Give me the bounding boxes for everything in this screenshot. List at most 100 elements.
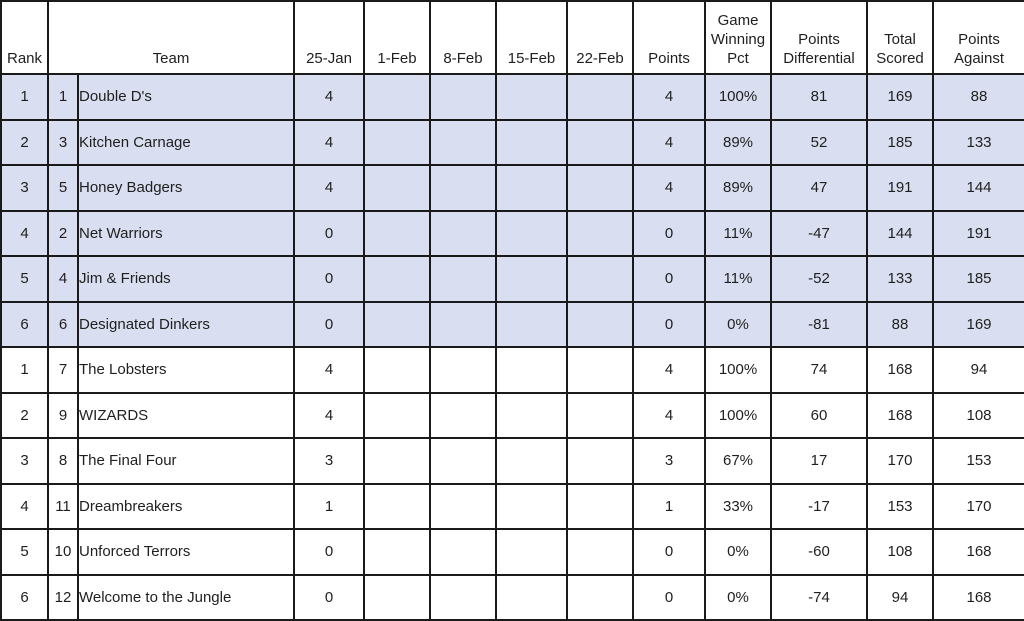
game-winning-pct-cell[interactable]: 0%	[704, 528, 772, 576]
game-winning-pct-cell[interactable]: 100%	[704, 73, 772, 121]
week-4-cell[interactable]	[495, 73, 568, 121]
team-cell[interactable]: Designated Dinkers	[77, 300, 295, 348]
team-cell[interactable]: Jim & Friends	[77, 255, 295, 303]
week-3-cell[interactable]	[429, 391, 497, 439]
week-5-cell[interactable]	[566, 573, 634, 621]
points-cell[interactable]: 1	[632, 482, 706, 530]
team-cell[interactable]: The Final Four	[77, 437, 295, 485]
points-differential-cell[interactable]: 74	[770, 346, 868, 394]
week-5-cell[interactable]	[566, 164, 634, 212]
total-scored-cell[interactable]: 169	[866, 73, 934, 121]
week-1-cell[interactable]: 0	[293, 528, 365, 576]
week-4-cell[interactable]	[495, 164, 568, 212]
week-2-cell[interactable]	[363, 346, 431, 394]
points-against-cell[interactable]: 185	[932, 255, 1024, 303]
points-differential-cell[interactable]: 52	[770, 118, 868, 166]
week-4-cell[interactable]	[495, 437, 568, 485]
points-cell[interactable]: 3	[632, 437, 706, 485]
points-differential-cell[interactable]: -17	[770, 482, 868, 530]
week-1-cell[interactable]: 0	[293, 300, 365, 348]
points-differential-cell[interactable]: 60	[770, 391, 868, 439]
week-3-cell[interactable]	[429, 437, 497, 485]
game-winning-pct-cell[interactable]: 11%	[704, 255, 772, 303]
points-differential-cell[interactable]: -74	[770, 573, 868, 621]
points-cell[interactable]: 0	[632, 209, 706, 257]
week-3-cell[interactable]	[429, 528, 497, 576]
points-cell[interactable]: 4	[632, 164, 706, 212]
week-1-cell[interactable]: 4	[293, 118, 365, 166]
rank-cell[interactable]: 5	[0, 255, 49, 303]
rank-cell[interactable]: 5	[0, 528, 49, 576]
game-winning-pct-cell[interactable]: 67%	[704, 437, 772, 485]
week-3-cell[interactable]	[429, 164, 497, 212]
points-cell[interactable]: 4	[632, 73, 706, 121]
week-2-cell[interactable]	[363, 164, 431, 212]
points-differential-cell[interactable]: 17	[770, 437, 868, 485]
rank-cell[interactable]: 6	[0, 300, 49, 348]
week-2-cell[interactable]	[363, 300, 431, 348]
team-cell[interactable]: Kitchen Carnage	[77, 118, 295, 166]
week-4-cell[interactable]	[495, 346, 568, 394]
week-5-cell[interactable]	[566, 255, 634, 303]
seed-cell[interactable]: 8	[47, 437, 79, 485]
week-5-cell[interactable]	[566, 118, 634, 166]
total-scored-cell[interactable]: 94	[866, 573, 934, 621]
points-against-cell[interactable]: 133	[932, 118, 1024, 166]
seed-cell[interactable]: 1	[47, 73, 79, 121]
week-4-cell[interactable]	[495, 209, 568, 257]
team-cell[interactable]: Dreambreakers	[77, 482, 295, 530]
team-cell[interactable]: The Lobsters	[77, 346, 295, 394]
week-2-cell[interactable]	[363, 118, 431, 166]
total-scored-cell[interactable]: 88	[866, 300, 934, 348]
week-2-cell[interactable]	[363, 391, 431, 439]
week-2-cell[interactable]	[363, 482, 431, 530]
total-scored-cell[interactable]: 108	[866, 528, 934, 576]
seed-cell[interactable]: 7	[47, 346, 79, 394]
seed-cell[interactable]: 2	[47, 209, 79, 257]
game-winning-pct-cell[interactable]: 33%	[704, 482, 772, 530]
col-header-week-4[interactable]: 15-Feb	[495, 0, 568, 75]
week-1-cell[interactable]: 3	[293, 437, 365, 485]
week-1-cell[interactable]: 4	[293, 346, 365, 394]
seed-cell[interactable]: 6	[47, 300, 79, 348]
seed-cell[interactable]: 11	[47, 482, 79, 530]
total-scored-cell[interactable]: 133	[866, 255, 934, 303]
seed-cell[interactable]: 4	[47, 255, 79, 303]
points-differential-cell[interactable]: -60	[770, 528, 868, 576]
week-4-cell[interactable]	[495, 482, 568, 530]
week-4-cell[interactable]	[495, 528, 568, 576]
team-cell[interactable]: Unforced Terrors	[77, 528, 295, 576]
week-2-cell[interactable]	[363, 437, 431, 485]
week-5-cell[interactable]	[566, 437, 634, 485]
col-header-points[interactable]: Points	[632, 0, 706, 75]
points-differential-cell[interactable]: 47	[770, 164, 868, 212]
points-against-cell[interactable]: 191	[932, 209, 1024, 257]
week-2-cell[interactable]	[363, 528, 431, 576]
team-cell[interactable]: Welcome to the Jungle	[77, 573, 295, 621]
points-cell[interactable]: 0	[632, 300, 706, 348]
seed-cell[interactable]: 12	[47, 573, 79, 621]
game-winning-pct-cell[interactable]: 0%	[704, 300, 772, 348]
team-cell[interactable]: WIZARDS	[77, 391, 295, 439]
week-4-cell[interactable]	[495, 300, 568, 348]
points-against-cell[interactable]: 108	[932, 391, 1024, 439]
week-1-cell[interactable]: 4	[293, 73, 365, 121]
points-cell[interactable]: 4	[632, 391, 706, 439]
points-against-cell[interactable]: 168	[932, 573, 1024, 621]
week-5-cell[interactable]	[566, 346, 634, 394]
rank-cell[interactable]: 1	[0, 346, 49, 394]
rank-cell[interactable]: 4	[0, 482, 49, 530]
total-scored-cell[interactable]: 191	[866, 164, 934, 212]
points-differential-cell[interactable]: -52	[770, 255, 868, 303]
points-cell[interactable]: 0	[632, 573, 706, 621]
points-cell[interactable]: 4	[632, 118, 706, 166]
week-4-cell[interactable]	[495, 391, 568, 439]
week-3-cell[interactable]	[429, 573, 497, 621]
total-scored-cell[interactable]: 144	[866, 209, 934, 257]
seed-cell[interactable]: 9	[47, 391, 79, 439]
week-1-cell[interactable]: 4	[293, 164, 365, 212]
week-2-cell[interactable]	[363, 209, 431, 257]
week-1-cell[interactable]: 4	[293, 391, 365, 439]
week-5-cell[interactable]	[566, 300, 634, 348]
game-winning-pct-cell[interactable]: 100%	[704, 391, 772, 439]
